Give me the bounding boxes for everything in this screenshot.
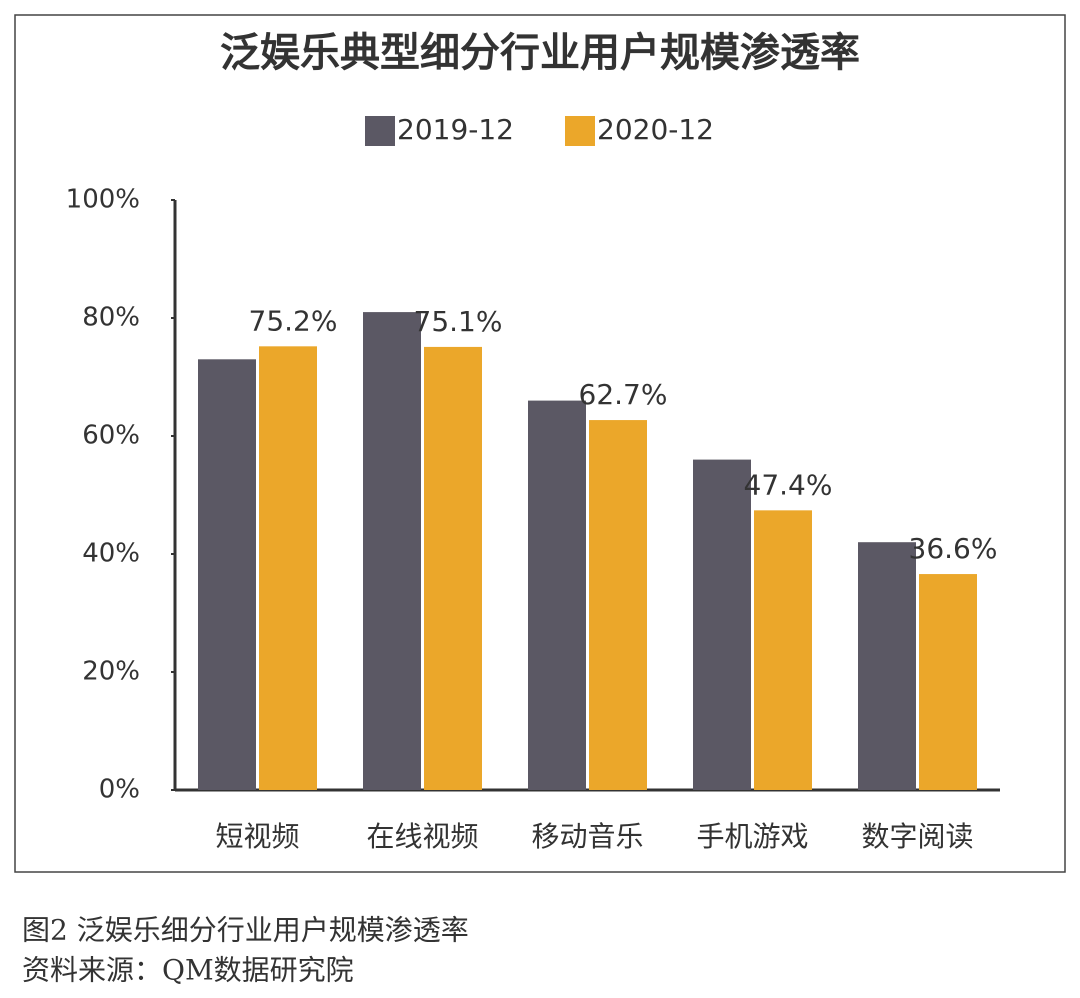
caption: 图2 泛娱乐细分行业用户规模渗透率	[22, 914, 469, 947]
bar	[259, 346, 317, 790]
x-tick-label: 短视频	[215, 820, 299, 853]
legend-label: 2020-12	[597, 113, 714, 146]
y-tick-label: 80%	[82, 303, 140, 333]
chart-title: 泛娱乐典型细分行业用户规模渗透率	[220, 30, 860, 76]
y-tick-label: 20%	[82, 657, 140, 687]
bar	[198, 359, 256, 790]
data-label: 47.4%	[744, 468, 833, 501]
y-tick-label: 0%	[99, 775, 140, 805]
x-tick-label: 手机游戏	[696, 820, 808, 853]
x-tick-label: 数字阅读	[861, 820, 973, 853]
source: 资料来源：QM数据研究院	[22, 954, 354, 987]
y-tick-label: 60%	[82, 421, 140, 451]
x-tick-label: 在线视频	[366, 820, 478, 853]
bar	[693, 459, 751, 790]
bar	[424, 346, 482, 790]
legend-label: 2019-12	[397, 113, 514, 146]
data-label: 36.6%	[909, 532, 998, 565]
y-tick-label: 100%	[66, 185, 140, 215]
legend-swatch	[565, 116, 595, 146]
y-tick-label: 40%	[82, 539, 140, 569]
data-label: 62.7%	[579, 378, 668, 411]
bar	[858, 542, 916, 790]
bar	[528, 400, 586, 790]
bar	[919, 574, 977, 790]
data-label: 75.2%	[249, 304, 338, 337]
x-tick-label: 移动音乐	[531, 820, 643, 853]
bar	[589, 420, 647, 790]
data-label: 75.1%	[414, 305, 503, 338]
legend-swatch	[365, 116, 395, 146]
bar	[363, 312, 421, 790]
bar	[754, 510, 812, 790]
